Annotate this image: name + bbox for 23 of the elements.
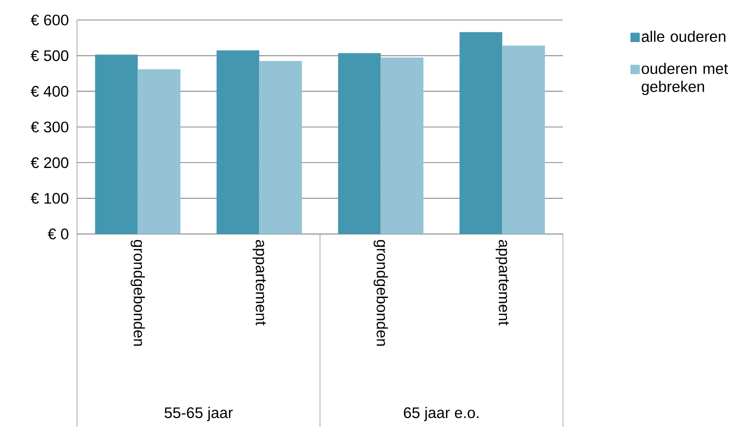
y-tick-label: € 400: [30, 86, 68, 97]
y-tick-label: € 200: [30, 157, 68, 168]
bar: [259, 61, 302, 234]
x-tick-label: appartement: [252, 240, 266, 326]
x-tick-label: grondgebonden: [374, 240, 388, 346]
bar: [460, 32, 502, 234]
legend-label: alle ouderen: [642, 30, 726, 42]
bar: [216, 50, 260, 234]
y-tick-label: € 300: [30, 122, 68, 132]
legend-label: ouderen met gebreken: [642, 62, 728, 96]
y-tick-label: € 500: [30, 50, 68, 62]
y-tick-label: € 0: [48, 228, 68, 240]
x-tick-label: appartement: [496, 240, 509, 326]
text: 55-65 jaar: [164, 406, 233, 422]
y-tick-label: € 100: [30, 192, 68, 204]
y-tick-label: € 600: [30, 14, 68, 26]
bar: [138, 69, 180, 234]
bar: [338, 53, 381, 234]
bar: [502, 46, 545, 234]
bar: [380, 57, 424, 234]
bar: [95, 54, 138, 234]
text: 65 jaar e.o.: [404, 406, 478, 422]
x-tick-label: grondgebonden: [130, 240, 145, 346]
